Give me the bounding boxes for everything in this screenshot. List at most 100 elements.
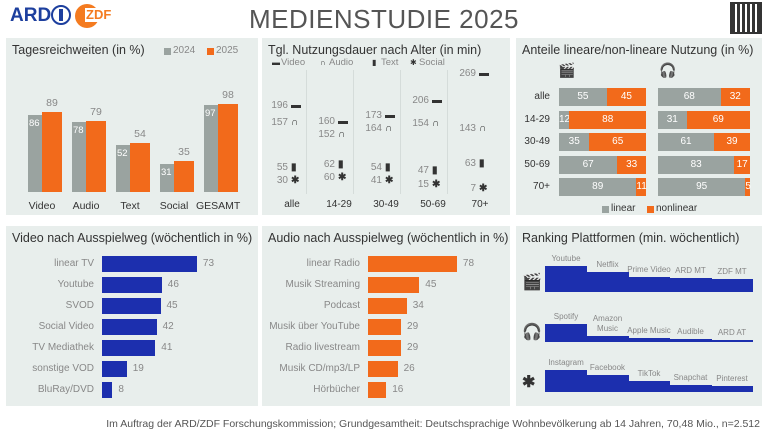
value-label: 16 — [392, 384, 404, 395]
video-icon: ▬ — [479, 67, 489, 79]
category-label: Musik über YouTube — [269, 321, 360, 332]
social-icon: ✱ — [522, 374, 536, 391]
legend-swatch-linear — [602, 206, 609, 213]
linear-bar: 61 — [658, 133, 715, 151]
platform-label: Youtube — [551, 254, 581, 263]
value-label: 30 — [276, 174, 288, 186]
platform-label: ARD MT — [675, 266, 706, 275]
video-channels-panel: Video nach Ausspielweg (wöchentlich in %… — [6, 226, 258, 406]
ranking-step — [669, 339, 712, 342]
bar — [368, 256, 457, 272]
value-label-2025: 35 — [178, 145, 190, 158]
ranking-step — [545, 324, 587, 342]
audio-icon: ∩ — [479, 123, 487, 135]
category-label: Audio — [72, 200, 100, 212]
video-icon: ▬ — [385, 109, 395, 121]
linear-bar: 31 — [658, 110, 687, 129]
bar-2025 — [42, 111, 62, 192]
value-label: 60 — [323, 171, 335, 183]
linear-share-panel: Anteile lineare/non-lineare Nutzung (in … — [516, 38, 762, 215]
bar — [102, 319, 157, 335]
value-label: 55 — [276, 161, 288, 173]
nonlinear-bar: 69 — [686, 110, 750, 129]
value-label: 34 — [412, 300, 424, 311]
bar-2024: 86 — [28, 114, 42, 192]
bar — [102, 382, 113, 398]
bar — [368, 298, 407, 314]
category-label: Podcast — [323, 300, 360, 311]
social-icon: ✱ — [338, 171, 347, 183]
legend-swatch-2024 — [164, 48, 171, 55]
category-label: Text — [120, 200, 140, 212]
page-title: MEDIENSTUDIE 2025 — [248, 4, 520, 34]
value-label: 15 — [417, 179, 429, 191]
linear-value: 89 — [592, 181, 604, 192]
nonlinear-value: 32 — [729, 91, 741, 102]
category-label: 14-29 — [326, 199, 352, 210]
linear-value: 12 — [559, 113, 571, 125]
linear-value: 83 — [690, 158, 702, 170]
nonlinear-bar: 45 — [606, 88, 646, 106]
category-label: 50-69 — [420, 199, 446, 210]
category-label: Social Video — [38, 321, 94, 332]
legend-label-2025: 2025 — [216, 45, 239, 56]
value-label: 269 — [459, 67, 476, 79]
nonlinear-bar: 65 — [589, 133, 646, 151]
value-label: 73 — [202, 258, 215, 269]
category-label: sonstige VOD — [32, 363, 94, 374]
value-label-2025: 54 — [134, 128, 146, 141]
panel-title: Anteile lineare/non-lineare Nutzung (in … — [522, 43, 754, 57]
value-label-2025: 89 — [46, 96, 58, 109]
row-label: 50-69 — [524, 158, 550, 170]
nonlinear-value: 17 — [736, 158, 748, 170]
value-label: 29 — [407, 321, 419, 332]
ranking-step — [711, 279, 753, 292]
ranking-step — [545, 370, 587, 392]
value-label-2024: 78 — [73, 124, 84, 136]
value-label: 62 — [323, 158, 335, 170]
ranking-step — [586, 336, 629, 342]
value-label-2024: 97 — [205, 107, 216, 119]
category-label: Musik CD/mp3/LP — [279, 363, 360, 374]
text-icon: ▮ — [291, 161, 297, 173]
platform-label: Pinterest — [716, 374, 748, 383]
ranking-step — [711, 386, 753, 392]
linear-value: 95 — [696, 181, 708, 192]
value-label: 46 — [167, 279, 179, 290]
platform-label: Audible — [677, 327, 704, 336]
panel-title: Ranking Plattformen (min. wöchentlich) — [522, 231, 740, 245]
value-label: 78 — [462, 258, 475, 269]
category-label: GESAMT — [196, 200, 241, 212]
bar — [102, 277, 162, 293]
value-label-2024: 86 — [29, 117, 40, 129]
column-divider — [306, 70, 307, 194]
zdf-logo: ZDF — [75, 4, 113, 28]
value-label: 196 — [271, 99, 288, 111]
value-label: 19 — [132, 363, 144, 374]
platform-label: Apple Music — [627, 326, 671, 335]
row-label: alle — [534, 91, 550, 102]
panel-title: Tgl. Nutzungsdauer nach Alter (in min) — [268, 43, 482, 57]
ranking-step — [669, 385, 712, 392]
bar — [102, 340, 156, 356]
bar — [368, 361, 398, 377]
value-label: 26 — [403, 363, 415, 374]
ard-logo-text: ARD — [10, 5, 52, 26]
social-icon: ✱ — [432, 179, 441, 191]
linear-bar: 89 — [559, 178, 637, 196]
value-label: 41 — [161, 342, 173, 353]
value-label: 42 — [162, 321, 174, 332]
row-label: 30-49 — [524, 136, 550, 147]
category-label: TV Mediathek — [32, 342, 94, 353]
nonlinear-value: 33 — [626, 158, 638, 170]
daily-reach-panel: Tagesreichweiten (in %) 2024 2025 86 89 Video… — [6, 38, 258, 215]
row-label: 70+ — [533, 181, 550, 192]
linear-value: 35 — [568, 136, 580, 147]
platform-label: Amazon Music — [592, 314, 623, 333]
bar-2024: 31 — [160, 164, 174, 192]
linear-bar: 55 — [559, 88, 607, 106]
platform-label: Snapchat — [673, 373, 708, 382]
legend-label-nonlinear: nonlinear — [656, 203, 698, 214]
nonlinear-bar: 5 — [745, 178, 751, 196]
value-label-2024: 31 — [161, 167, 172, 179]
